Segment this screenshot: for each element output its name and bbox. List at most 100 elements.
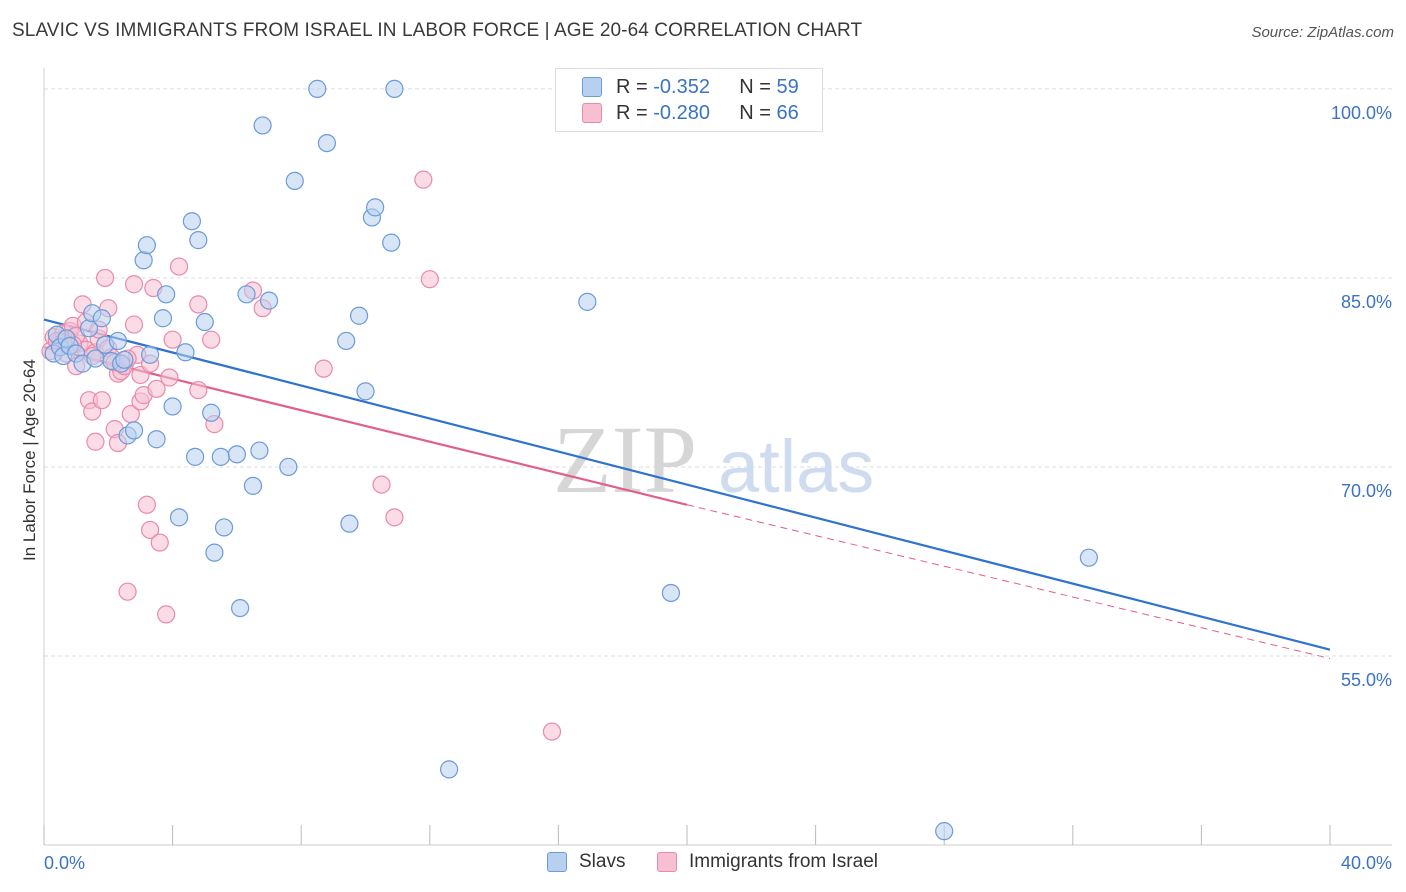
- point-slavs: [169, 508, 189, 527]
- point-slavs: [137, 236, 156, 255]
- point-slavs: [147, 430, 166, 449]
- point-israel: [157, 605, 176, 624]
- point-slavs: [202, 403, 221, 422]
- point-israel: [169, 257, 189, 276]
- point-slavs: [231, 598, 250, 618]
- point-israel: [202, 330, 221, 349]
- point-slavs: [356, 382, 375, 401]
- point-slavs: [253, 116, 272, 135]
- points-slavs: [44, 79, 1098, 841]
- series-label-israel: Immigrants from Israel: [689, 851, 878, 872]
- legend-r-value: -0.280: [653, 101, 710, 124]
- watermark-zip: ZIP: [553, 406, 697, 513]
- legend-r-label: R =: [616, 75, 648, 98]
- point-slavs: [935, 822, 954, 841]
- trend-lines: [43, 318, 1331, 659]
- point-slavs: [124, 421, 144, 440]
- point-slavs: [186, 447, 205, 466]
- y-tick-label: 55.0%: [1341, 670, 1392, 690]
- points-israel: [41, 170, 562, 741]
- point-slavs: [195, 312, 214, 332]
- point-slavs: [140, 345, 160, 364]
- legend-row-slavs: R = -0.352 N = 59: [582, 75, 799, 99]
- point-slavs: [176, 343, 195, 362]
- tick-labels: 100.0% 85.0% 70.0% 55.0% 0.0% 40.0%: [44, 103, 1392, 873]
- legend-n-value: 66: [776, 101, 799, 124]
- point-slavs: [578, 292, 597, 311]
- point-slavs: [285, 171, 304, 190]
- point-israel: [420, 270, 439, 289]
- point-slavs: [189, 231, 208, 250]
- point-slavs: [385, 79, 404, 99]
- point-israel: [189, 295, 208, 314]
- point-israel: [163, 330, 182, 349]
- x-tick-label: 40.0%: [1341, 853, 1392, 873]
- point-israel: [414, 170, 433, 189]
- point-slavs: [227, 445, 246, 464]
- trendline-israel: [43, 346, 688, 506]
- point-slavs: [366, 198, 385, 217]
- trendline-israel: [686, 504, 1331, 659]
- x-tick-label: 0.0%: [44, 853, 85, 873]
- point-israel: [92, 391, 111, 410]
- point-slavs: [1079, 548, 1098, 567]
- legend-n-label: N =: [739, 75, 771, 98]
- point-israel: [147, 379, 166, 398]
- series-label-slavs: Slavs: [579, 851, 626, 872]
- point-israel: [314, 359, 333, 378]
- point-slavs: [134, 251, 153, 270]
- point-israel: [372, 475, 391, 494]
- point-israel: [160, 368, 179, 387]
- point-israel: [150, 533, 169, 552]
- point-israel: [95, 268, 115, 288]
- point-slavs: [211, 447, 230, 466]
- point-israel: [137, 495, 156, 514]
- point-slavs: [157, 285, 176, 304]
- point-israel: [189, 380, 208, 400]
- point-slavs: [205, 543, 224, 562]
- trendline-slavs: [43, 318, 1331, 651]
- point-slavs: [115, 350, 134, 369]
- point-slavs: [382, 233, 401, 252]
- point-slavs: [337, 331, 356, 351]
- point-israel: [86, 432, 105, 451]
- legend-n-label: N =: [739, 101, 771, 124]
- point-slavs: [340, 514, 359, 533]
- legend-n-value: 59: [776, 75, 799, 98]
- point-israel: [118, 582, 137, 601]
- watermark-atlas: atlas: [718, 425, 874, 508]
- point-slavs: [182, 212, 201, 231]
- point-slavs: [243, 476, 263, 495]
- series-legend: Slavs Immigrants from Israel: [0, 851, 1406, 877]
- series-swatch-slavs: [547, 852, 567, 872]
- point-israel: [140, 520, 160, 540]
- point-slavs: [250, 441, 269, 460]
- point-slavs: [237, 285, 256, 304]
- point-israel: [542, 722, 562, 741]
- point-slavs: [92, 309, 111, 328]
- series-legend-israel: Immigrants from Israel: [657, 851, 878, 873]
- series-swatch-israel: [657, 852, 677, 872]
- point-israel: [385, 508, 404, 527]
- legend-swatch-slavs: [582, 77, 602, 97]
- watermark: ZIP atlas: [553, 406, 874, 513]
- point-slavs: [308, 79, 327, 99]
- point-slavs: [317, 133, 337, 153]
- point-israel: [124, 315, 144, 334]
- axes: [43, 68, 1392, 846]
- y-tick-label: 70.0%: [1341, 481, 1392, 501]
- point-slavs: [163, 397, 182, 416]
- legend-swatch-israel: [582, 103, 602, 123]
- chart-source: Source: ZipAtlas.com: [1251, 24, 1394, 41]
- series-legend-slavs: Slavs: [547, 851, 625, 873]
- point-slavs: [661, 583, 681, 603]
- point-slavs: [279, 457, 298, 477]
- legend-r-value: -0.352: [653, 75, 710, 98]
- point-slavs: [259, 291, 279, 310]
- point-slavs: [349, 306, 369, 325]
- point-israel: [124, 275, 144, 294]
- point-slavs: [439, 760, 459, 779]
- point-slavs: [108, 331, 128, 351]
- point-slavs: [153, 309, 173, 328]
